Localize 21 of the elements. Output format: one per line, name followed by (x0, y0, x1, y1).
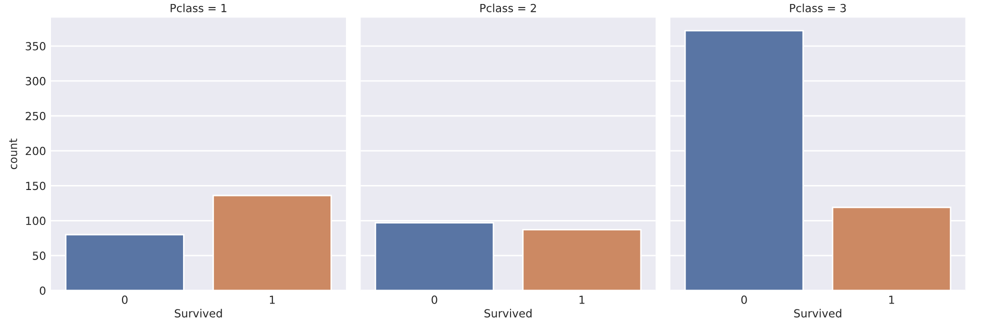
y-tick-label: 100 (26, 216, 46, 226)
y-tick-label: 150 (26, 182, 46, 190)
y-tick-label: 200 (26, 146, 46, 156)
y-tick-label: 0 (40, 286, 46, 295)
y-tick-label: 300 (26, 76, 46, 86)
x-tick-label: 1 (889, 296, 894, 304)
x-tick-label: 0 (432, 296, 438, 304)
y-tick-label: 350 (26, 42, 46, 50)
y-tick-label: 50 (32, 252, 46, 260)
chart-title: Pclass = 2 (480, 4, 536, 12)
chart-title: Pclass = 3 (790, 4, 846, 12)
x-axis-title: Survived (794, 308, 842, 318)
chart-title: Pclass = 1 (170, 4, 226, 12)
y-tick-label: 250 (26, 112, 46, 120)
x-axis-title: Survived (174, 308, 222, 318)
x-tick-label: 0 (122, 296, 128, 304)
x-tick-label: 0 (741, 296, 747, 304)
y-axis-title: count (9, 138, 18, 170)
x-tick-label: 1 (580, 296, 584, 304)
x-tick-label: 1 (270, 296, 275, 304)
x-axis-title: Survived (484, 308, 532, 318)
